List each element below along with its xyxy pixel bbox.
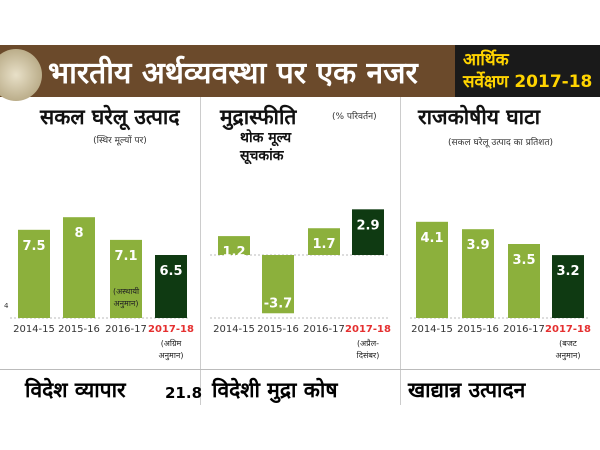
category-label: 2014-15 — [13, 324, 55, 335]
bar — [262, 255, 294, 314]
bar-note: (अप्रैल- — [357, 338, 379, 348]
trade-value: 21.8 — [165, 384, 203, 402]
inflation-subtitle: थोक मूल्य सूचकांक — [240, 130, 292, 164]
data-label: 1.2 — [222, 245, 245, 260]
badge-line2: सर्वेक्षण 2017-18 — [463, 72, 593, 92]
fiscal-subtitle: (सकल घरेलू उत्पाद का प्रतिशत) — [448, 138, 554, 148]
bar — [352, 209, 384, 255]
bar — [308, 228, 340, 255]
inflation-chart: 1.2 2014-15 -3.7 2015-16 1.7 2016-17 2.9 2017-1… — [210, 209, 391, 360]
forex-heading: विदेशी मुद्रा कोष — [200, 369, 401, 405]
category-label: 2015-16 — [58, 324, 100, 335]
rupee-coin-icon — [0, 49, 42, 101]
data-label: 1.7 — [312, 237, 335, 252]
category-label: 2017-18 — [345, 324, 391, 335]
bar-note: (अग्रिम — [161, 338, 182, 348]
bar — [155, 255, 187, 318]
inflation-panel: मुद्रास्फीति (% परिवर्तन) थोक मूल्य सूचक… — [200, 97, 401, 369]
bar — [416, 221, 448, 318]
gdp-subtitle: (स्थिर मूल्यों पर) — [93, 136, 147, 146]
data-label: 7.5 — [22, 239, 45, 254]
forex-title: विदेशी मुद्रा कोष — [212, 378, 338, 402]
data-label: 7.1 — [114, 249, 137, 264]
gdp-chart: 4 7.5 2014-15 8 2015-16 7.1 2016-17 (अस्थायी अनु… — [4, 217, 194, 361]
gdp-panel: सकल घरेलू उत्पाद (स्थिर मूल्यों पर) 4 7.5… — [0, 97, 201, 369]
category-label: 2014-15 — [411, 324, 453, 335]
bar-note: अनुमान) — [159, 351, 184, 361]
bar — [552, 255, 584, 318]
data-label: 6.5 — [159, 264, 182, 279]
bar-note: (बजट — [559, 339, 578, 348]
y-tick-label: 4 — [4, 302, 9, 310]
data-label: 2.9 — [356, 218, 379, 233]
category-label: 2016-17 — [503, 324, 545, 335]
data-label: 4.1 — [420, 231, 443, 246]
bar — [218, 236, 250, 255]
food-title: खाद्यान्न उत्पादन — [408, 378, 526, 402]
bar — [110, 239, 142, 318]
fiscal-title: राजकोषीय घाटा — [418, 105, 541, 129]
trade-heading: विदेश व्यापार 21.8 — [0, 369, 203, 405]
food-heading: खाद्यान्न उत्पादन — [400, 369, 600, 405]
fiscal-chart: 4.1 2014-15 3.9 2015-16 3.5 2016-17 3.2 2017-18… — [410, 221, 591, 361]
bar — [63, 217, 95, 318]
bar-note: (अस्थायी — [113, 286, 140, 296]
bar — [462, 229, 494, 318]
inflation-title: मुद्रास्फीति — [220, 105, 297, 129]
category-label: 2016-17 — [303, 324, 345, 335]
category-label: 2015-16 — [257, 324, 299, 335]
category-label: 2016-17 — [105, 324, 147, 335]
fiscal-panel: राजकोषीय घाटा (सकल घरेलू उत्पाद का प्रति… — [400, 97, 600, 369]
bar — [18, 229, 50, 318]
page-title: भारतीय अर्थव्यवस्था पर एक नजर — [48, 56, 418, 91]
category-label: 2015-16 — [457, 324, 499, 335]
inflation-title-note: (% परिवर्तन) — [332, 112, 377, 122]
infographic: भारतीय अर्थव्यवस्था पर एक नजर आर्थिक सर्व… — [0, 45, 600, 405]
bar-note: अनुमान) — [114, 299, 139, 309]
bar-note: अनुमान) — [556, 351, 581, 361]
bar — [508, 244, 540, 318]
survey-badge: आर्थिक सर्वेक्षण 2017-18 — [455, 45, 600, 97]
data-label: -3.7 — [264, 296, 292, 311]
data-label: 3.5 — [512, 253, 535, 268]
badge-line1: आर्थिक — [463, 50, 509, 70]
category-label: 2014-15 — [213, 324, 255, 335]
category-label: 2017-18 — [545, 324, 591, 335]
data-label: 3.9 — [466, 238, 489, 253]
data-label: 8 — [74, 226, 83, 241]
data-label: 3.2 — [556, 264, 579, 279]
category-label: 2017-18 — [148, 324, 194, 335]
bar-note: दिसंबर) — [357, 350, 380, 360]
gdp-title: सकल घरेलू उत्पाद — [40, 105, 180, 129]
trade-title: विदेश व्यापार — [25, 378, 126, 402]
